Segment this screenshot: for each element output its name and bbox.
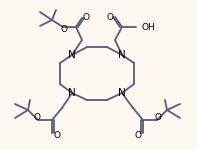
Text: N: N bbox=[68, 50, 76, 60]
Text: O: O bbox=[83, 14, 89, 22]
Text: O: O bbox=[60, 26, 68, 34]
Text: N: N bbox=[118, 50, 126, 60]
Text: O: O bbox=[107, 12, 113, 21]
Text: N: N bbox=[68, 88, 76, 98]
Text: OH: OH bbox=[142, 22, 156, 32]
Text: O: O bbox=[154, 112, 162, 122]
Text: O: O bbox=[54, 130, 60, 140]
Text: O: O bbox=[33, 112, 41, 122]
Text: N: N bbox=[118, 88, 126, 98]
Text: O: O bbox=[135, 130, 141, 140]
